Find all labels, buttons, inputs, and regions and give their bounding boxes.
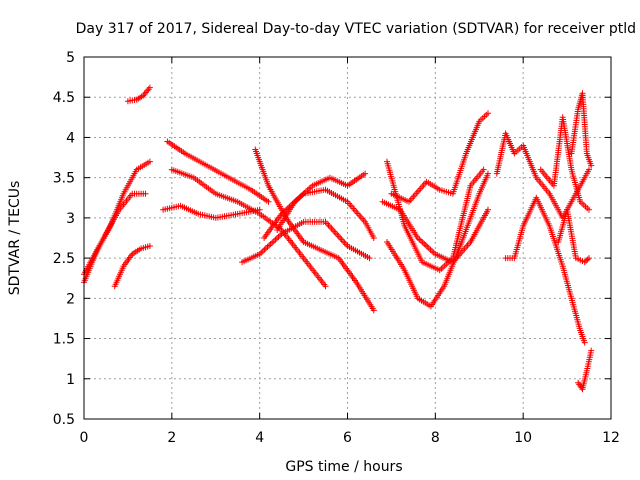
data-point	[485, 206, 491, 213]
data-point	[583, 257, 590, 264]
data-point	[370, 307, 377, 314]
series-sat-n	[384, 170, 491, 310]
series-sat-j	[274, 170, 369, 233]
y-tick-label: 3	[66, 211, 75, 227]
data-point	[322, 283, 329, 290]
data-point	[581, 339, 588, 346]
data-point	[485, 170, 491, 177]
grid-layer	[84, 57, 611, 419]
series-sat-e	[164, 138, 272, 205]
data-point	[370, 235, 377, 241]
series-sat-g	[168, 166, 329, 290]
x-axis-label: GPS time / hours	[285, 459, 402, 475]
series-sat-q	[502, 194, 588, 346]
data-point	[480, 166, 487, 173]
data-point	[586, 206, 592, 213]
series-sat-b	[81, 190, 149, 278]
x-tick-label: 2	[167, 430, 176, 446]
series-sat-h	[239, 218, 373, 266]
series-sat-p	[493, 130, 592, 221]
data-point	[584, 256, 591, 263]
data-point	[581, 259, 588, 266]
series-sat-s	[568, 90, 595, 169]
series-sat-f	[160, 202, 263, 221]
series-sat-i	[252, 146, 377, 314]
data-point	[366, 255, 373, 262]
data-markers	[81, 84, 595, 393]
y-tick-label: 3.5	[53, 171, 75, 187]
y-tick-label: 5	[66, 50, 75, 66]
series-sat-t	[575, 347, 595, 393]
series-sat-d	[124, 84, 153, 105]
data-point	[146, 158, 153, 165]
data-point	[142, 190, 149, 197]
series-sat-l	[379, 198, 491, 266]
chart-title: Day 317 of 2017, Sidereal Day-to-day VTE…	[76, 21, 636, 37]
data-point	[485, 110, 491, 117]
y-tick-label: 4	[66, 130, 75, 146]
series-sat-a	[81, 158, 153, 286]
data-point	[588, 347, 595, 354]
data-point	[265, 198, 272, 205]
data-point	[586, 166, 592, 173]
x-tick-label: 0	[80, 430, 89, 446]
series-sat-k	[261, 186, 377, 241]
data-point	[362, 170, 369, 177]
y-tick-label: 0.5	[53, 412, 75, 428]
y-tick-label: 1	[66, 372, 75, 388]
x-tick-label: 8	[431, 430, 440, 446]
series-sat-r	[537, 114, 592, 213]
series-sat-u	[555, 206, 592, 266]
data-point	[588, 162, 595, 169]
x-tick-label: 12	[602, 430, 620, 446]
series-sat-o	[388, 110, 491, 205]
series-sat-c	[111, 243, 153, 290]
data-point	[422, 242, 429, 249]
data-point	[586, 255, 592, 262]
y-tick-label: 2	[66, 291, 75, 307]
data-point	[146, 84, 153, 91]
y-axis-label: SDTVAR / TECUs	[7, 181, 23, 296]
x-tick-label: 4	[255, 430, 264, 446]
y-tick-label: 1.5	[53, 332, 75, 348]
y-tick-label: 2.5	[53, 251, 75, 267]
x-tick-label: 10	[514, 430, 532, 446]
tick-layer: 0 2 4 6 8 10 12 0.5 1 1.5 2 2.5 3 3.5 4 4.5 5	[53, 50, 620, 446]
y-tick-label: 4.5	[53, 90, 75, 106]
x-tick-label: 6	[343, 430, 352, 446]
data-point	[146, 243, 153, 249]
